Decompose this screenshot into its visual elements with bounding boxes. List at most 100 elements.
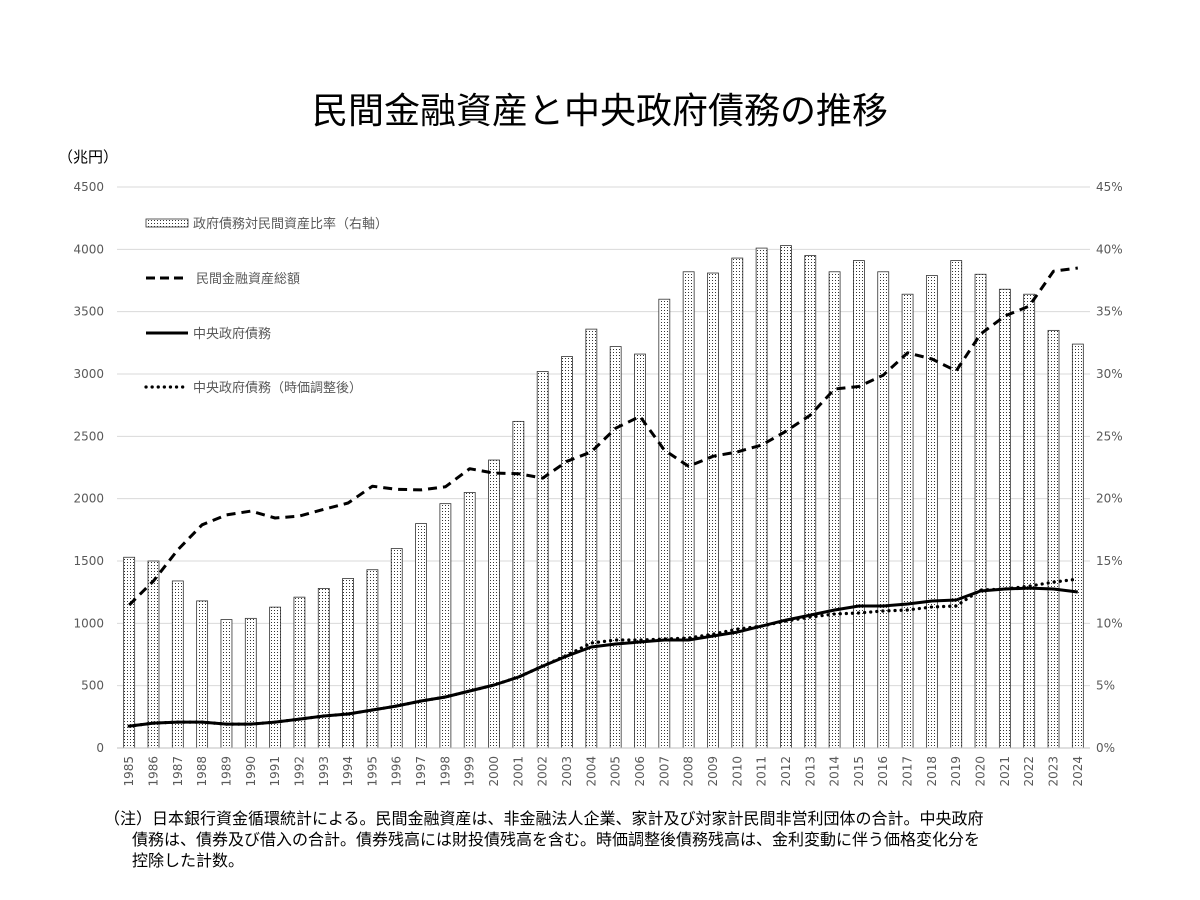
ratio-bar bbox=[488, 459, 500, 749]
x-tick-label: 2023 bbox=[1047, 756, 1061, 787]
y-tick-label: 4000 bbox=[73, 242, 104, 256]
ratio-bar bbox=[1023, 293, 1036, 749]
ratio-bar bbox=[561, 356, 573, 749]
y2-tick-label: 10% bbox=[1096, 616, 1123, 630]
y-tick-label: 1500 bbox=[73, 554, 104, 568]
ratio-bar bbox=[925, 275, 938, 749]
ratio-bar bbox=[658, 298, 671, 749]
x-tick-label: 2008 bbox=[682, 756, 696, 787]
ratio-bar bbox=[828, 271, 841, 749]
x-tick-label: 2001 bbox=[511, 756, 525, 787]
x-tick-label: 2022 bbox=[1022, 756, 1036, 787]
x-tick-label: 2013 bbox=[803, 756, 817, 787]
y-tick-label: 4500 bbox=[73, 180, 104, 194]
x-tick-label: 1999 bbox=[463, 756, 477, 787]
series-line-dashed bbox=[128, 266, 1078, 607]
y-tick-label: 500 bbox=[81, 679, 104, 693]
x-tick-label: 2018 bbox=[925, 756, 939, 787]
y2-tick-label: 15% bbox=[1096, 554, 1123, 568]
ratio-bar bbox=[682, 271, 695, 749]
y-tick-label: 3000 bbox=[73, 367, 104, 381]
ratio-bar bbox=[512, 420, 525, 749]
x-tick-label: 2020 bbox=[974, 756, 988, 787]
y-tick-label: 2000 bbox=[73, 492, 104, 506]
ratio-bar bbox=[317, 588, 330, 749]
legend-swatch-bar bbox=[145, 218, 189, 228]
y2-tick-label: 20% bbox=[1096, 492, 1123, 506]
x-tick-label: 2012 bbox=[779, 756, 793, 787]
chart-title: 民間金融資産と中央政府債務の推移 bbox=[311, 91, 888, 132]
x-tick-label: 2019 bbox=[949, 756, 963, 787]
x-tick-label: 2004 bbox=[584, 756, 598, 787]
ratio-bar bbox=[609, 346, 622, 749]
x-tick-label: 2010 bbox=[730, 756, 744, 787]
x-tick-label: 2021 bbox=[998, 756, 1012, 787]
ratio-bar bbox=[342, 578, 354, 749]
x-tick-label: 1991 bbox=[268, 756, 282, 787]
ratio-bar bbox=[877, 271, 890, 749]
x-tick-label: 2014 bbox=[828, 756, 842, 787]
x-tick-label: 2015 bbox=[852, 756, 866, 787]
y2-tick-label: 5% bbox=[1096, 679, 1115, 693]
y2-tick-label: 40% bbox=[1096, 242, 1123, 256]
ratio-bar bbox=[220, 619, 233, 749]
ratio-bar bbox=[123, 556, 136, 749]
x-tick-label: 2011 bbox=[755, 756, 769, 787]
y-axis-unit-label: （兆円） bbox=[58, 148, 119, 166]
ratio-bar bbox=[415, 523, 427, 749]
y-tick-label: 1000 bbox=[73, 616, 104, 630]
ratio-bar bbox=[780, 245, 792, 749]
y-tick-label: 0 bbox=[96, 741, 104, 755]
ratio-bar bbox=[853, 260, 865, 749]
ratio-bar bbox=[755, 247, 768, 749]
x-tick-label: 1993 bbox=[317, 756, 331, 787]
ratio-bar bbox=[147, 560, 160, 749]
x-tick-label: 1997 bbox=[414, 756, 428, 787]
footnote-line: 控除した計数。 bbox=[132, 851, 245, 870]
legend-label: 中央政府債務（時価調整後） bbox=[193, 381, 362, 396]
footnote: （注）日本銀行資金循環統計による。民間金融資産は、非金融法人企業、家計及び対家計… bbox=[104, 808, 1114, 871]
x-tick-label: 1996 bbox=[390, 756, 404, 787]
x-tick-label: 1990 bbox=[244, 756, 258, 787]
x-tick-label: 1986 bbox=[146, 756, 160, 787]
ratio-bar bbox=[536, 371, 549, 749]
x-tick-label: 2016 bbox=[876, 756, 890, 787]
x-tick-label: 1995 bbox=[365, 756, 379, 787]
x-tick-label: 1988 bbox=[195, 756, 209, 787]
y2-tick-label: 25% bbox=[1096, 429, 1123, 443]
x-tick-label: 2002 bbox=[536, 756, 550, 787]
y-tick-label: 3500 bbox=[73, 305, 104, 319]
ratio-bar bbox=[390, 548, 403, 749]
ratio-bar bbox=[634, 353, 646, 749]
ratio-bar bbox=[244, 617, 257, 749]
ratio-bar bbox=[804, 255, 817, 749]
x-tick-label: 2003 bbox=[560, 756, 574, 787]
y2-tick-label: 30% bbox=[1096, 367, 1123, 381]
x-tick-label: 2024 bbox=[1071, 756, 1085, 787]
x-tick-label: 1989 bbox=[219, 756, 233, 787]
x-tick-label: 2000 bbox=[487, 756, 501, 787]
footnote-line: （注）日本銀行資金循環統計による。民間金融資産は、非金融法人企業、家計及び対家計… bbox=[104, 809, 984, 828]
ratio-bar bbox=[974, 273, 987, 749]
ratio-bar bbox=[950, 260, 963, 749]
ratio-bar bbox=[196, 600, 209, 749]
y2-tick-label: 0% bbox=[1096, 741, 1115, 755]
y2-tick-label: 35% bbox=[1096, 305, 1123, 319]
ratio-bar bbox=[463, 492, 476, 749]
ratio-bar bbox=[585, 328, 598, 749]
x-tick-label: 1994 bbox=[341, 756, 355, 787]
x-tick-label: 2006 bbox=[633, 756, 647, 787]
ratio-bar bbox=[439, 503, 452, 749]
legend-label: 中央政府債務 bbox=[193, 327, 271, 342]
y-tick-label: 2500 bbox=[73, 429, 104, 443]
legend-label: 民間金融資産総額 bbox=[196, 271, 300, 287]
footnote-line: 債務は、債券及び借入の合計。債券残高には財投債残高を含む。時価調整後債務残高は、… bbox=[132, 830, 981, 849]
ratio-bar bbox=[1047, 329, 1060, 749]
x-tick-label: 2007 bbox=[657, 756, 671, 787]
x-tick-label: 2017 bbox=[901, 756, 915, 787]
ratio-bar bbox=[998, 288, 1011, 749]
ratio-bar bbox=[731, 257, 744, 749]
ratio-bar bbox=[366, 569, 379, 749]
x-tick-label: 1985 bbox=[122, 756, 136, 787]
